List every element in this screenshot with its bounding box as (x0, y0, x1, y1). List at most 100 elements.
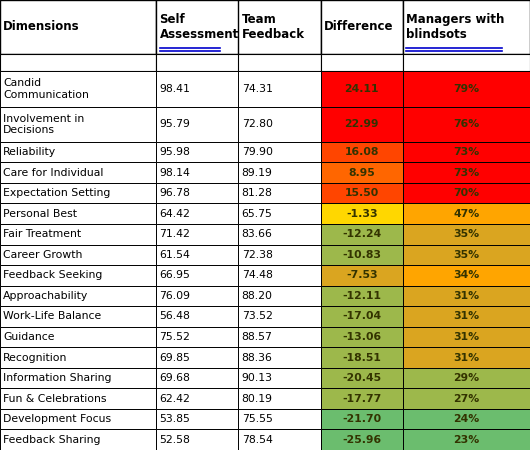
Text: Work-Life Balance: Work-Life Balance (3, 311, 101, 321)
Text: Recognition: Recognition (3, 352, 67, 363)
Bar (238, 388, 321, 409)
Text: 34%: 34% (453, 270, 480, 280)
Bar (403, 265, 530, 286)
Text: 31%: 31% (453, 291, 480, 301)
Text: Guidance: Guidance (3, 332, 55, 342)
Text: Involvement in
Decisions: Involvement in Decisions (3, 114, 84, 135)
Text: 75.52: 75.52 (160, 332, 190, 342)
Bar (0, 286, 156, 306)
Bar (321, 429, 403, 450)
Text: -10.83: -10.83 (342, 250, 381, 260)
Text: 78.54: 78.54 (242, 435, 272, 445)
Bar (238, 54, 321, 72)
Bar (403, 183, 530, 203)
Bar (156, 183, 238, 203)
Bar (403, 368, 530, 388)
Bar (156, 286, 238, 306)
Text: 72.38: 72.38 (242, 250, 272, 260)
Bar (321, 265, 403, 286)
Text: 75.55: 75.55 (242, 414, 272, 424)
Bar (403, 224, 530, 244)
Text: 29%: 29% (453, 373, 480, 383)
Text: -7.53: -7.53 (346, 270, 377, 280)
Bar (238, 327, 321, 347)
Bar (321, 244, 403, 265)
Bar (403, 244, 530, 265)
Text: 22.99: 22.99 (344, 119, 379, 129)
Text: 35%: 35% (453, 230, 480, 239)
Bar (321, 347, 403, 368)
Bar (238, 183, 321, 203)
Text: 24%: 24% (453, 414, 480, 424)
Text: 74.31: 74.31 (242, 84, 272, 94)
Text: 98.41: 98.41 (160, 84, 190, 94)
Bar (238, 162, 321, 183)
Text: 65.75: 65.75 (242, 209, 272, 219)
Bar (321, 107, 403, 142)
Bar (238, 409, 321, 429)
Text: 31%: 31% (453, 332, 480, 342)
Bar (403, 203, 530, 224)
Text: 79.90: 79.90 (242, 147, 272, 157)
Bar (403, 306, 530, 327)
Text: 79%: 79% (453, 84, 480, 94)
Text: Expectation Setting: Expectation Setting (3, 188, 111, 198)
Bar (0, 183, 156, 203)
Text: Self
Assessment: Self Assessment (160, 13, 239, 40)
Text: -17.77: -17.77 (342, 394, 382, 404)
Bar (156, 203, 238, 224)
Bar (0, 306, 156, 327)
Bar (238, 347, 321, 368)
Bar (403, 286, 530, 306)
Bar (0, 142, 156, 162)
Text: 31%: 31% (453, 311, 480, 321)
Text: 73%: 73% (453, 147, 480, 157)
Bar (156, 244, 238, 265)
Bar (0, 265, 156, 286)
Bar (156, 388, 238, 409)
Text: -18.51: -18.51 (342, 352, 381, 363)
Bar (0, 162, 156, 183)
Text: 66.95: 66.95 (160, 270, 190, 280)
Bar (403, 142, 530, 162)
Text: 71.42: 71.42 (160, 230, 190, 239)
Text: 90.13: 90.13 (242, 373, 272, 383)
Text: 69.85: 69.85 (160, 352, 190, 363)
Bar (156, 0, 238, 54)
Text: 69.68: 69.68 (160, 373, 190, 383)
Bar (156, 327, 238, 347)
Bar (403, 388, 530, 409)
Bar (0, 107, 156, 142)
Bar (0, 368, 156, 388)
Bar (321, 0, 403, 54)
Bar (321, 142, 403, 162)
Text: -21.70: -21.70 (342, 414, 381, 424)
Bar (156, 368, 238, 388)
Text: Managers with
blindsots: Managers with blindsots (406, 13, 505, 40)
Bar (321, 183, 403, 203)
Text: Reliability: Reliability (3, 147, 56, 157)
Text: 52.58: 52.58 (160, 435, 190, 445)
Text: Feedback Seeking: Feedback Seeking (3, 270, 103, 280)
Bar (156, 409, 238, 429)
Text: 96.78: 96.78 (160, 188, 190, 198)
Text: -1.33: -1.33 (346, 209, 377, 219)
Bar (156, 224, 238, 244)
Text: 76.09: 76.09 (160, 291, 190, 301)
Bar (238, 286, 321, 306)
Text: Candid
Communication: Candid Communication (3, 78, 89, 99)
Text: 74.48: 74.48 (242, 270, 272, 280)
Bar (0, 409, 156, 429)
Text: -20.45: -20.45 (342, 373, 381, 383)
Text: 73.52: 73.52 (242, 311, 272, 321)
Bar (321, 327, 403, 347)
Bar (238, 429, 321, 450)
Bar (403, 107, 530, 142)
Bar (321, 409, 403, 429)
Text: Development Focus: Development Focus (3, 414, 111, 424)
Bar (321, 203, 403, 224)
Text: 35%: 35% (453, 250, 480, 260)
Text: 76%: 76% (453, 119, 480, 129)
Text: -12.24: -12.24 (342, 230, 382, 239)
Text: 61.54: 61.54 (160, 250, 190, 260)
